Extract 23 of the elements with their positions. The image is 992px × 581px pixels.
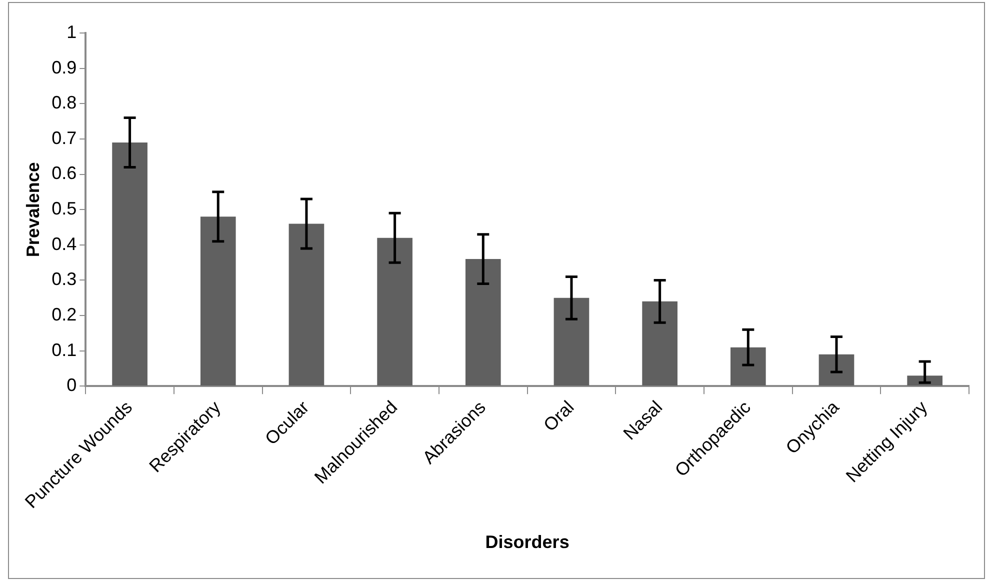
y-axis-title: Prevalence bbox=[22, 162, 43, 258]
y-tick-label: 0.7 bbox=[52, 128, 77, 148]
bar bbox=[642, 301, 678, 386]
bar bbox=[112, 142, 148, 386]
y-tick-label: 0.4 bbox=[52, 234, 77, 254]
y-tick-label: 0 bbox=[66, 375, 77, 396]
x-tick-label: Oral bbox=[540, 397, 578, 436]
bar bbox=[554, 298, 590, 386]
y-tick-label: 0.3 bbox=[52, 269, 77, 290]
bar bbox=[377, 238, 412, 386]
y-tick-label: 0.2 bbox=[52, 304, 77, 325]
y-tick-label: 0.6 bbox=[52, 163, 77, 184]
y-tick-label: 0.1 bbox=[52, 340, 77, 360]
y-tick-label: 0.9 bbox=[52, 57, 77, 78]
bar bbox=[818, 354, 854, 386]
x-axis-title: Disorders bbox=[485, 532, 570, 552]
y-tick-label: 0.8 bbox=[52, 92, 77, 113]
y-tick-label: 0.5 bbox=[52, 198, 77, 219]
y-tick-label: 1 bbox=[66, 22, 77, 42]
bar bbox=[465, 259, 501, 386]
bar bbox=[288, 224, 324, 386]
bar bbox=[200, 216, 236, 386]
bar bbox=[730, 347, 766, 386]
